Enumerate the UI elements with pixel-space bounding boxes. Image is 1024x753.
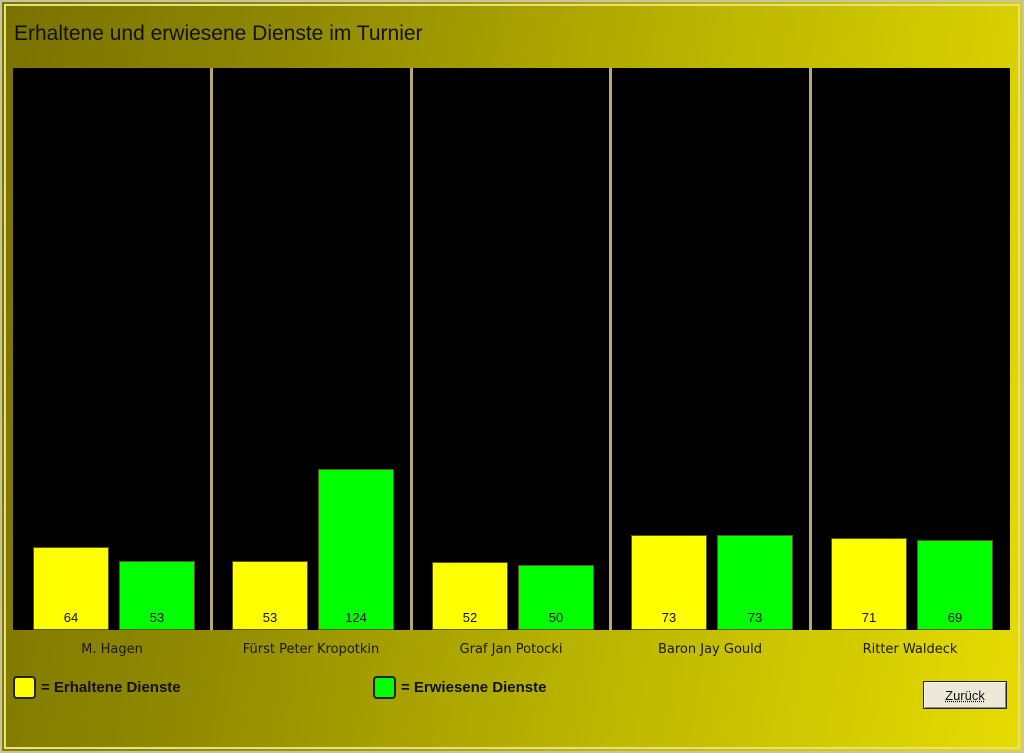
back-button-label: Zurück bbox=[945, 687, 985, 703]
bar-erhaltene-dienste-graf-jan-potocki bbox=[432, 562, 508, 630]
legend-swatch-rendered bbox=[373, 676, 396, 699]
bar-value-label: 124 bbox=[345, 610, 367, 625]
bar-value-label: 53 bbox=[262, 610, 278, 625]
group-divider bbox=[410, 68, 413, 630]
bar-value-label: 69 bbox=[947, 610, 963, 625]
bar-value-label: 64 bbox=[63, 610, 79, 625]
bar-erwiesene-dienste-baron-jay-gould bbox=[717, 535, 793, 630]
legend-item-received: = Erhaltene Dienste bbox=[13, 676, 181, 699]
bar-value-label: 73 bbox=[747, 610, 763, 625]
legend-label-rendered: = Erwiesene Dienste bbox=[401, 679, 547, 696]
bar-erhaltene-dienste-furst-peter-kropotkin bbox=[232, 561, 308, 630]
category-label: Fürst Peter Kropotkin bbox=[242, 642, 380, 657]
bar-value-label: 52 bbox=[462, 610, 478, 625]
bar-erhaltene-dienste-m-hagen bbox=[33, 547, 109, 630]
category-label: Ritter Waldeck bbox=[862, 642, 958, 657]
back-button[interactable]: Zurück bbox=[923, 681, 1007, 709]
legend-item-rendered: = Erwiesene Dienste bbox=[373, 676, 547, 699]
bar-erwiesene-dienste-ritter-waldeck bbox=[917, 540, 993, 630]
bar-value-label: 73 bbox=[661, 610, 677, 625]
page-title: Erhaltene und erwiesene Dienste im Turni… bbox=[14, 22, 423, 45]
bar-erhaltene-dienste-ritter-waldeck bbox=[831, 538, 907, 630]
group-divider bbox=[809, 68, 812, 630]
legend-label-received: = Erhaltene Dienste bbox=[41, 679, 181, 696]
bar-value-label: 50 bbox=[548, 610, 564, 625]
group-divider bbox=[210, 68, 213, 630]
category-label: M. Hagen bbox=[81, 642, 143, 657]
bar-erwiesene-dienste-m-hagen bbox=[119, 561, 195, 630]
bar-erhaltene-dienste-baron-jay-gould bbox=[631, 535, 707, 630]
bar-value-label: 71 bbox=[861, 610, 877, 625]
bar-erwiesene-dienste-graf-jan-potocki bbox=[518, 565, 594, 630]
category-label: Graf Jan Potocki bbox=[459, 642, 563, 657]
bar-erwiesene-dienste-furst-peter-kropotkin bbox=[318, 469, 394, 630]
bar-value-label: 53 bbox=[149, 610, 165, 625]
chart-plot-area: 64 53 53 124 52 50 73 73 71 69 bbox=[13, 68, 1010, 630]
category-label: Baron Jay Gould bbox=[657, 642, 763, 657]
legend-swatch-received bbox=[13, 676, 36, 699]
group-divider bbox=[609, 68, 612, 630]
